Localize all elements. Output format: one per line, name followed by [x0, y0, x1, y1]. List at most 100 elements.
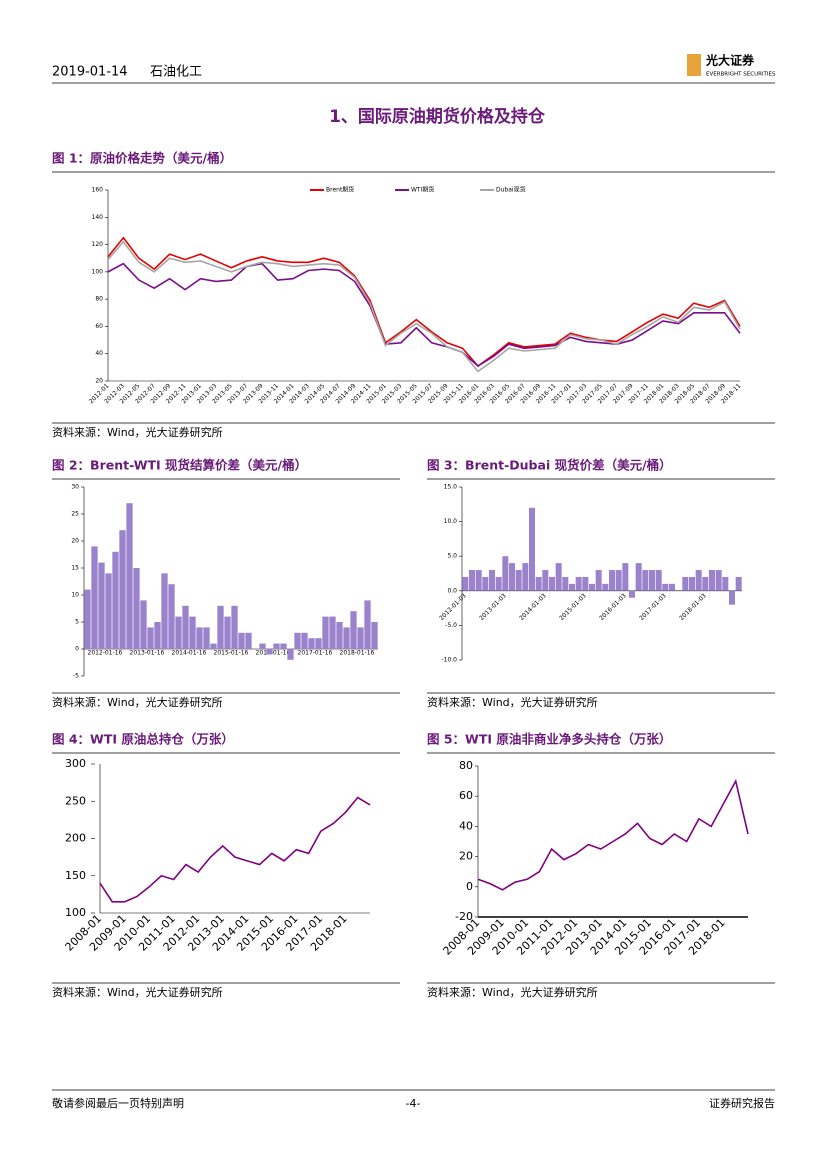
y-tick-label: 0	[466, 880, 473, 893]
y-tick-label: 160	[92, 187, 104, 194]
bar	[615, 570, 622, 591]
figure-caption: 图 2：Brent-WTI 现货结算价差（美元/桶）	[52, 458, 307, 473]
bar	[203, 627, 210, 649]
y-tick-label: 120	[92, 241, 104, 248]
bar	[709, 570, 715, 591]
footer-right: 证券研究报告	[709, 1096, 775, 1110]
bar	[189, 616, 196, 649]
x-tick-label: 2015-01-16	[214, 650, 249, 657]
figure-source: 资料来源：Wind，光大证券研究所	[427, 985, 598, 999]
bar	[655, 570, 662, 591]
bar	[217, 605, 224, 649]
y-tick-label: -20	[455, 910, 473, 923]
y-tick-label: 15	[71, 565, 79, 572]
bar	[105, 573, 112, 649]
bar	[722, 576, 729, 591]
bar	[575, 576, 582, 591]
x-tick-label: 2013-01-16	[130, 650, 165, 657]
figure-caption: 图 5：WTI 原油非商业净多头持仓（万张）	[427, 732, 671, 747]
bar	[595, 570, 602, 591]
logo-cn: 光大证券	[705, 53, 755, 68]
bar	[542, 570, 549, 591]
y-tick-label: 10	[71, 592, 79, 599]
bar	[343, 627, 350, 649]
figure-caption: 图 4：WTI 原油总持仓（万张）	[52, 732, 234, 747]
bar	[112, 551, 119, 649]
bar	[357, 627, 364, 649]
x-tick-label: 2012-01-03	[438, 592, 468, 622]
y-tick-label: 150	[65, 869, 86, 882]
bar	[308, 638, 315, 649]
bar	[294, 632, 301, 649]
figure-source: 资料来源：Wind，光大证券研究所	[52, 985, 223, 999]
bar	[549, 576, 555, 591]
bar	[371, 622, 378, 649]
x-tick-label: 2012-01-16	[88, 650, 123, 657]
bar	[562, 576, 569, 591]
bar	[702, 576, 709, 591]
report-date: 2019-01-14	[52, 65, 128, 80]
bar	[622, 563, 629, 591]
bar	[475, 570, 482, 591]
bar	[695, 570, 702, 591]
bar	[84, 589, 91, 649]
x-tick-label: 2016-01-16	[256, 650, 291, 657]
bar	[231, 605, 238, 649]
bar	[350, 611, 357, 649]
y-tick-label: 15.0	[444, 484, 458, 491]
bar	[364, 600, 371, 649]
y-tick-label: 80	[95, 296, 103, 303]
bar	[522, 563, 529, 591]
bar	[322, 616, 329, 649]
y-tick-label: -10.0	[441, 657, 457, 664]
bar	[602, 583, 609, 591]
bar	[689, 576, 695, 591]
y-tick-label: -5	[73, 673, 79, 680]
bar	[140, 600, 147, 649]
bar	[495, 576, 502, 591]
y-tick-label: 40	[95, 350, 103, 357]
bar	[133, 568, 140, 649]
figure-source: 资料来源：Wind，光大证券研究所	[427, 695, 598, 709]
bar	[629, 590, 635, 598]
bar	[489, 570, 495, 591]
y-tick-label: 140	[92, 214, 104, 221]
bar	[210, 643, 217, 649]
y-tick-label: 100	[65, 906, 86, 919]
bar	[287, 649, 294, 660]
figure-source: 资料来源：Wind，光大证券研究所	[52, 425, 223, 439]
x-tick-label: 2014-01-16	[172, 650, 207, 657]
bar	[469, 570, 475, 591]
bar	[154, 622, 161, 649]
bar	[259, 643, 266, 649]
bar	[502, 556, 509, 591]
legend-label: WTI期货	[411, 186, 434, 194]
y-tick-label: 40	[459, 819, 473, 832]
bar	[126, 503, 133, 649]
report-section: 石油化工	[150, 65, 202, 80]
bar	[715, 570, 722, 591]
x-tick-label: 2013-01-03	[478, 592, 508, 622]
y-tick-label: 250	[65, 794, 86, 807]
y-tick-label: 0	[75, 646, 79, 653]
page-number: -4-	[406, 1097, 421, 1110]
y-tick-label: 0.0	[447, 587, 457, 594]
bar	[569, 583, 575, 591]
bar	[224, 616, 231, 649]
bar	[98, 562, 105, 649]
line-series	[107, 240, 741, 373]
bar	[336, 622, 343, 649]
bar	[238, 632, 245, 649]
x-tick-label: 2015-01-03	[558, 592, 588, 622]
bar	[582, 576, 589, 591]
y-tick-label: -5.0	[445, 622, 457, 629]
bar	[315, 638, 322, 649]
footer-left: 敬请参阅最后一页特别声明	[52, 1096, 184, 1110]
x-tick-label: 2017-01-16	[298, 650, 333, 657]
y-tick-label: 60	[459, 789, 473, 802]
x-tick-label: 2017-01-03	[638, 592, 668, 622]
bar	[735, 576, 742, 591]
bar	[161, 573, 168, 649]
line-series	[107, 236, 741, 368]
